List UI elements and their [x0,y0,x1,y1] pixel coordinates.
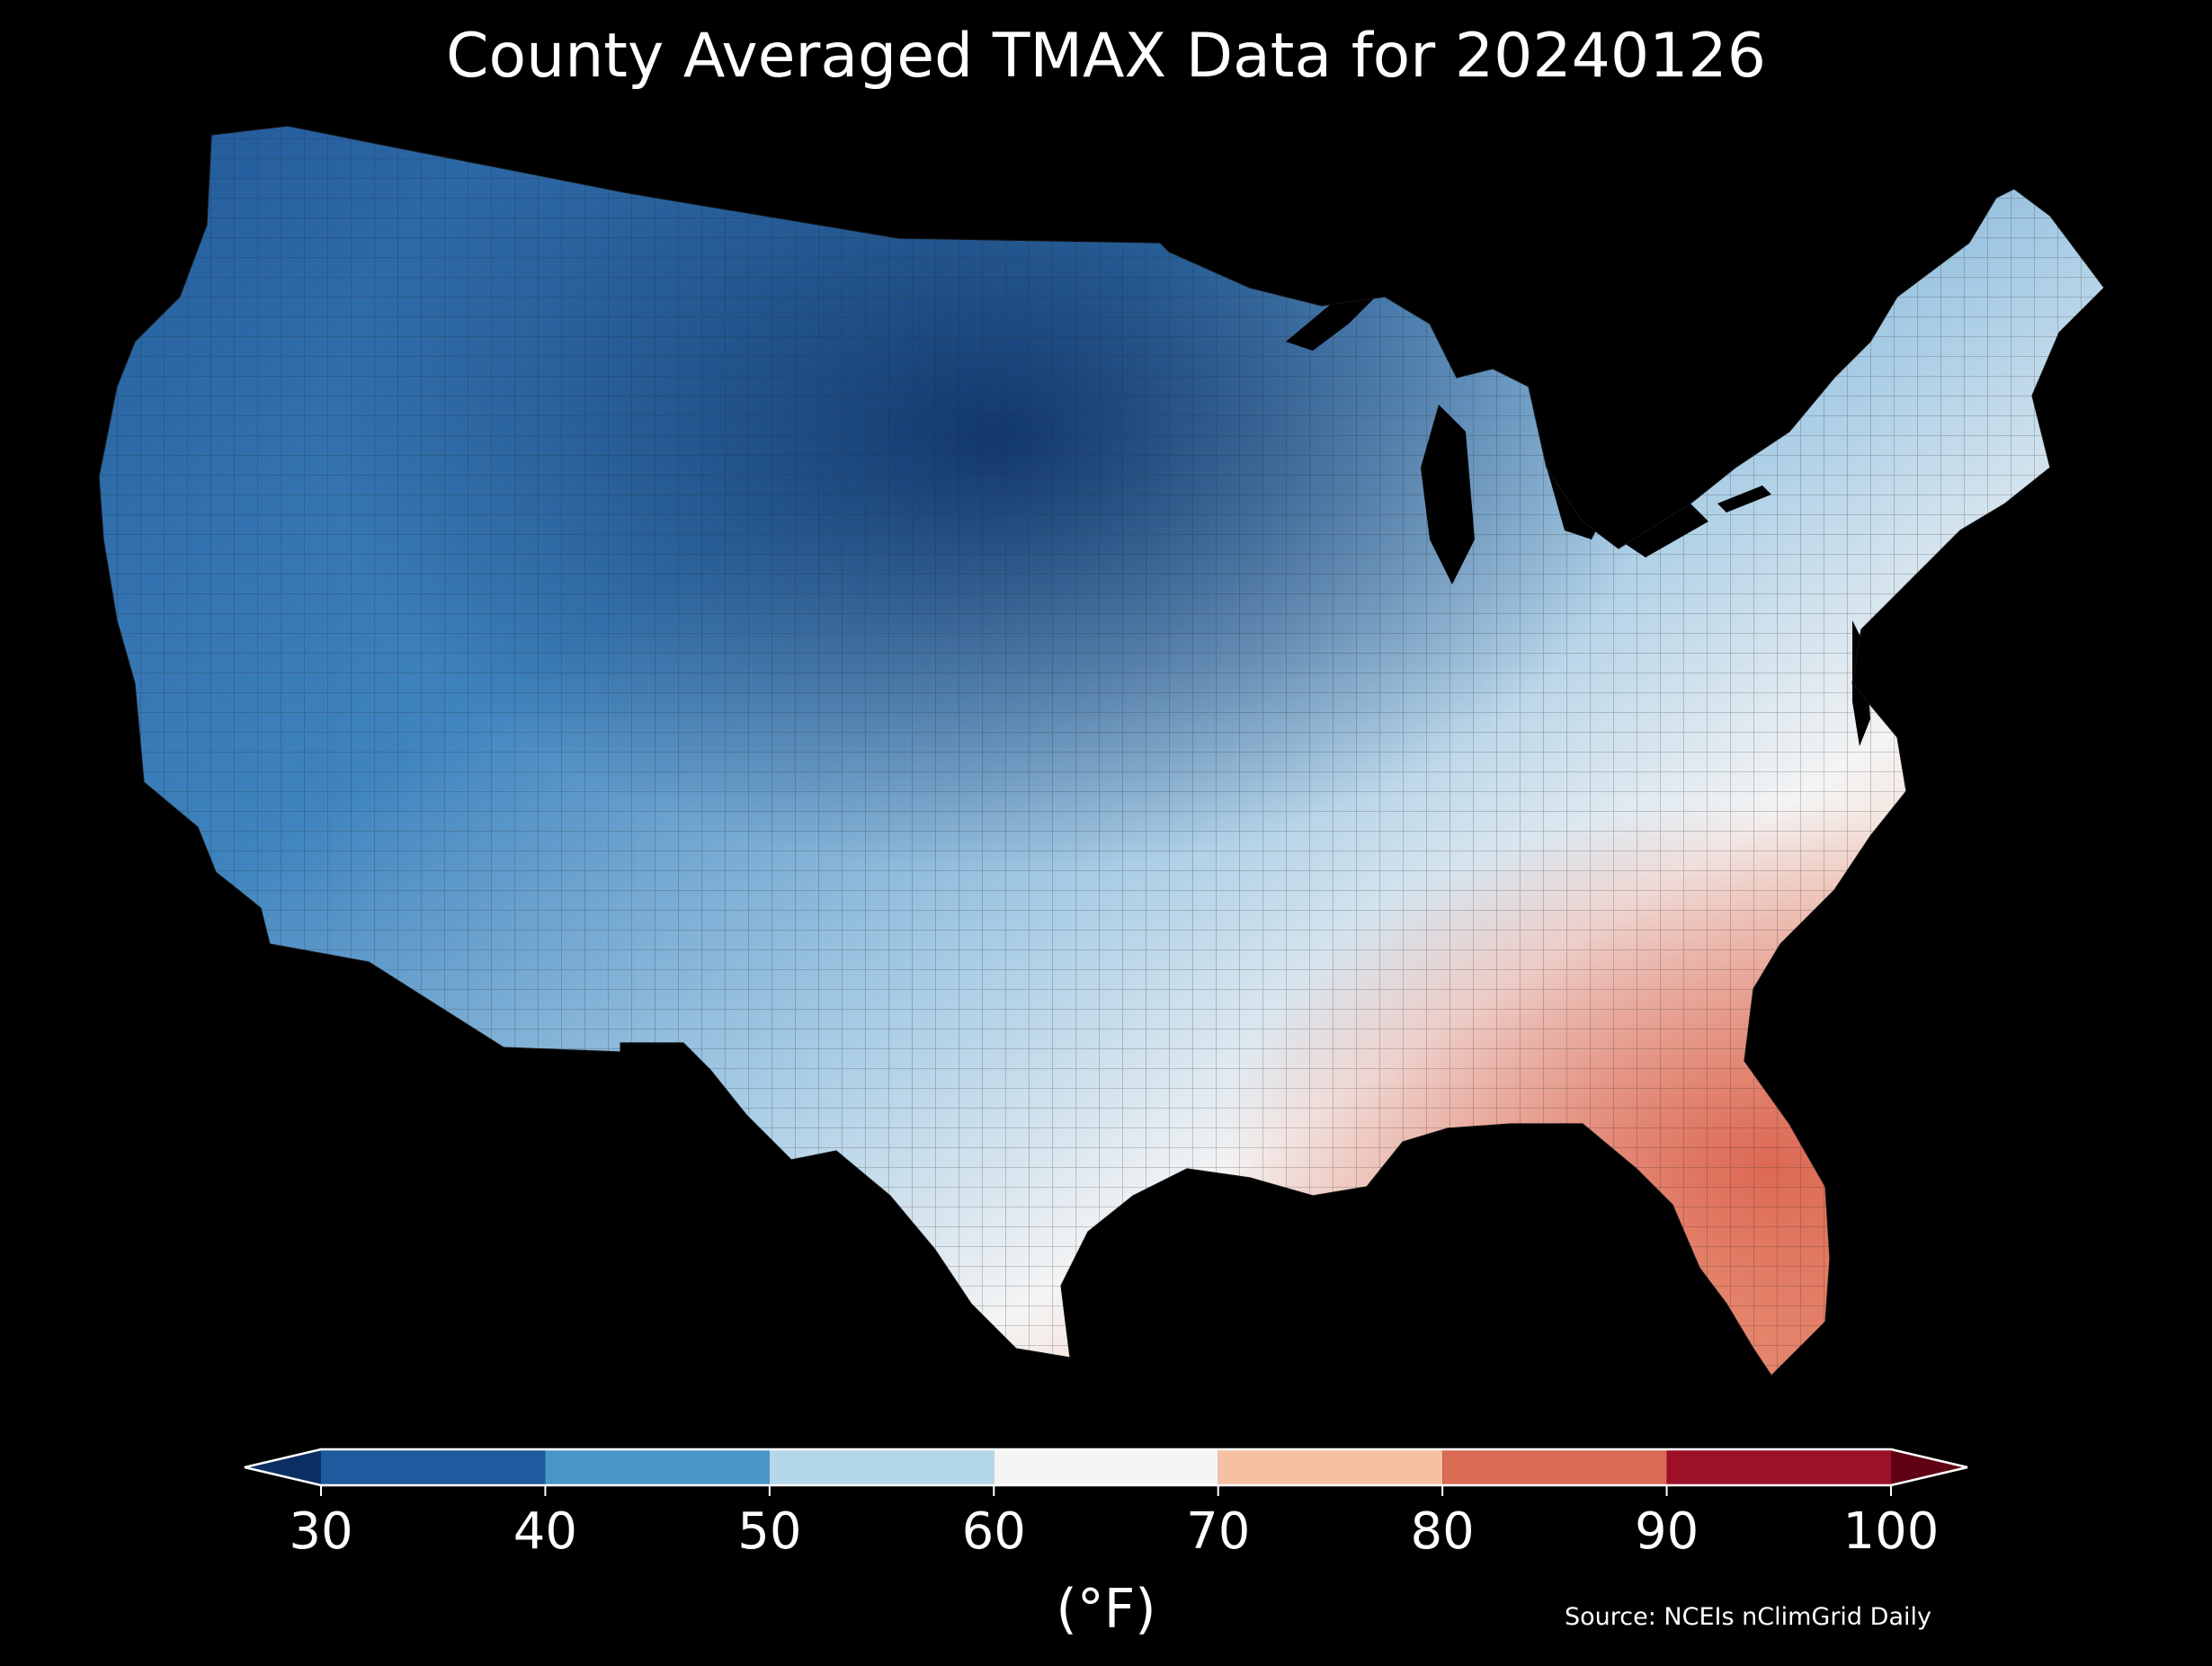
colorbar-tick-label-4: 70 [1186,1502,1250,1561]
colorbar: 30 40 50 60 70 80 90 100 [0,1430,2212,1663]
lake-superior [1286,288,1385,351]
colorbar-under-extension [245,1449,321,1485]
colorbar-bin-3 [994,1449,1218,1485]
source-note: Source: NCEIs nClimGrid Daily [1565,1603,1931,1631]
colorbar-bin-0 [321,1449,546,1485]
colorbar-tick-label-0: 30 [289,1502,352,1561]
lake-huron [1547,450,1610,539]
lake-erie [1619,503,1708,557]
colorbar-bin-2 [769,1449,995,1485]
colorbar-tick-label-1: 40 [513,1502,577,1561]
colorbar-bin-6 [1666,1449,1891,1485]
us-county-map [98,125,2105,1376]
chart-title: County Averaged TMAX Data for 20240126 [446,21,1766,92]
colorbar-bin-5 [1442,1449,1667,1485]
colorbar-tick-label-7: 100 [1843,1502,1940,1561]
colorbar-graphic: 30 40 50 60 70 80 90 100 [244,1448,1968,1561]
colorbar-unit-label: (°F) [1056,1578,1156,1641]
colorbar-over-extension [1891,1449,1967,1485]
map-area [98,125,2105,1376]
colorbar-tick-label-2: 50 [737,1502,801,1561]
lake-michigan [1421,405,1475,584]
lake-ontario [1717,486,1771,512]
colorbar-tick-label-3: 60 [962,1502,1026,1561]
colorbar-bin-4 [1217,1449,1443,1485]
colorbar-tick-label-6: 90 [1635,1502,1699,1561]
chesapeake-bay [1852,620,1870,746]
colorbar-bin-1 [545,1449,770,1485]
colorbar-tick-label-5: 80 [1411,1502,1475,1561]
